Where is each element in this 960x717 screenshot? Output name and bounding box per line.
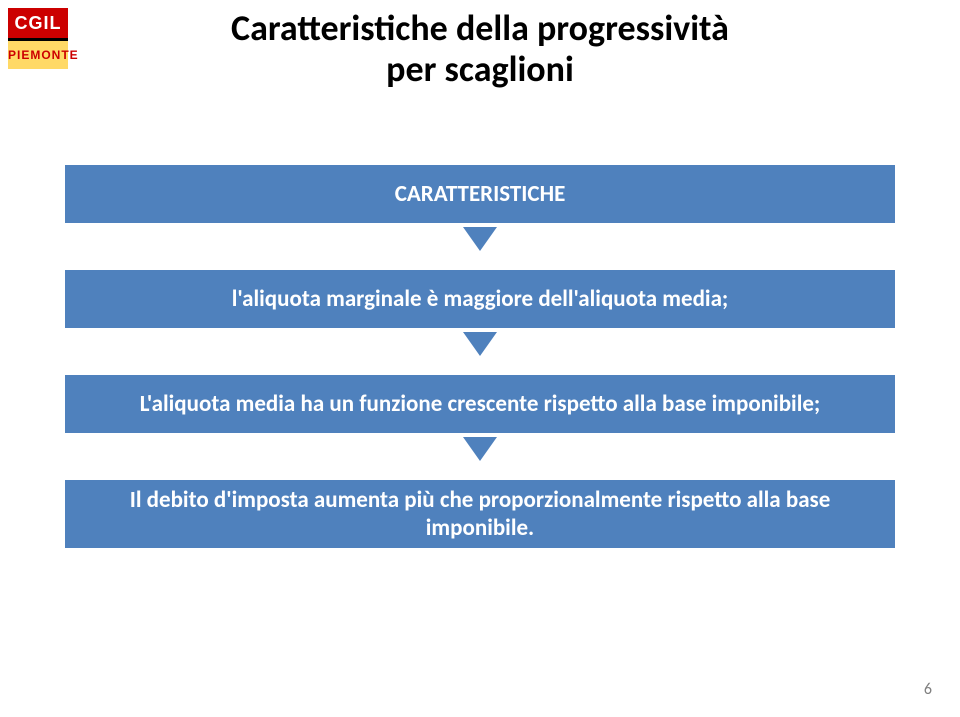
flow-arrow-icon (463, 437, 497, 461)
flow-box: CARATTERISTICHE (60, 160, 900, 228)
flow-box: Il debito d'imposta aumenta più che prop… (60, 475, 900, 553)
flow-arrow-icon (463, 227, 497, 251)
flow-box-text: CARATTERISTICHE (65, 165, 895, 223)
flow-box: L'aliquota media ha un funzione crescent… (60, 370, 900, 438)
flow-box: l'aliquota marginale è maggiore dell'ali… (60, 265, 900, 333)
flow-diagram: CARATTERISTICHE l'aliquota marginale è ma… (60, 160, 900, 553)
page-number: 6 (924, 680, 932, 699)
flow-arrow-icon (463, 332, 497, 356)
title-line2: per scaglioni (0, 49, 960, 90)
title-line1: Caratteristiche della progressività (0, 8, 960, 49)
flow-box-text: L'aliquota media ha un funzione crescent… (65, 375, 895, 433)
flow-box-text: l'aliquota marginale è maggiore dell'ali… (65, 270, 895, 328)
slide-title: Caratteristiche della progressivitàper s… (0, 8, 960, 91)
flow-box-text: Il debito d'imposta aumenta più che prop… (65, 480, 895, 548)
